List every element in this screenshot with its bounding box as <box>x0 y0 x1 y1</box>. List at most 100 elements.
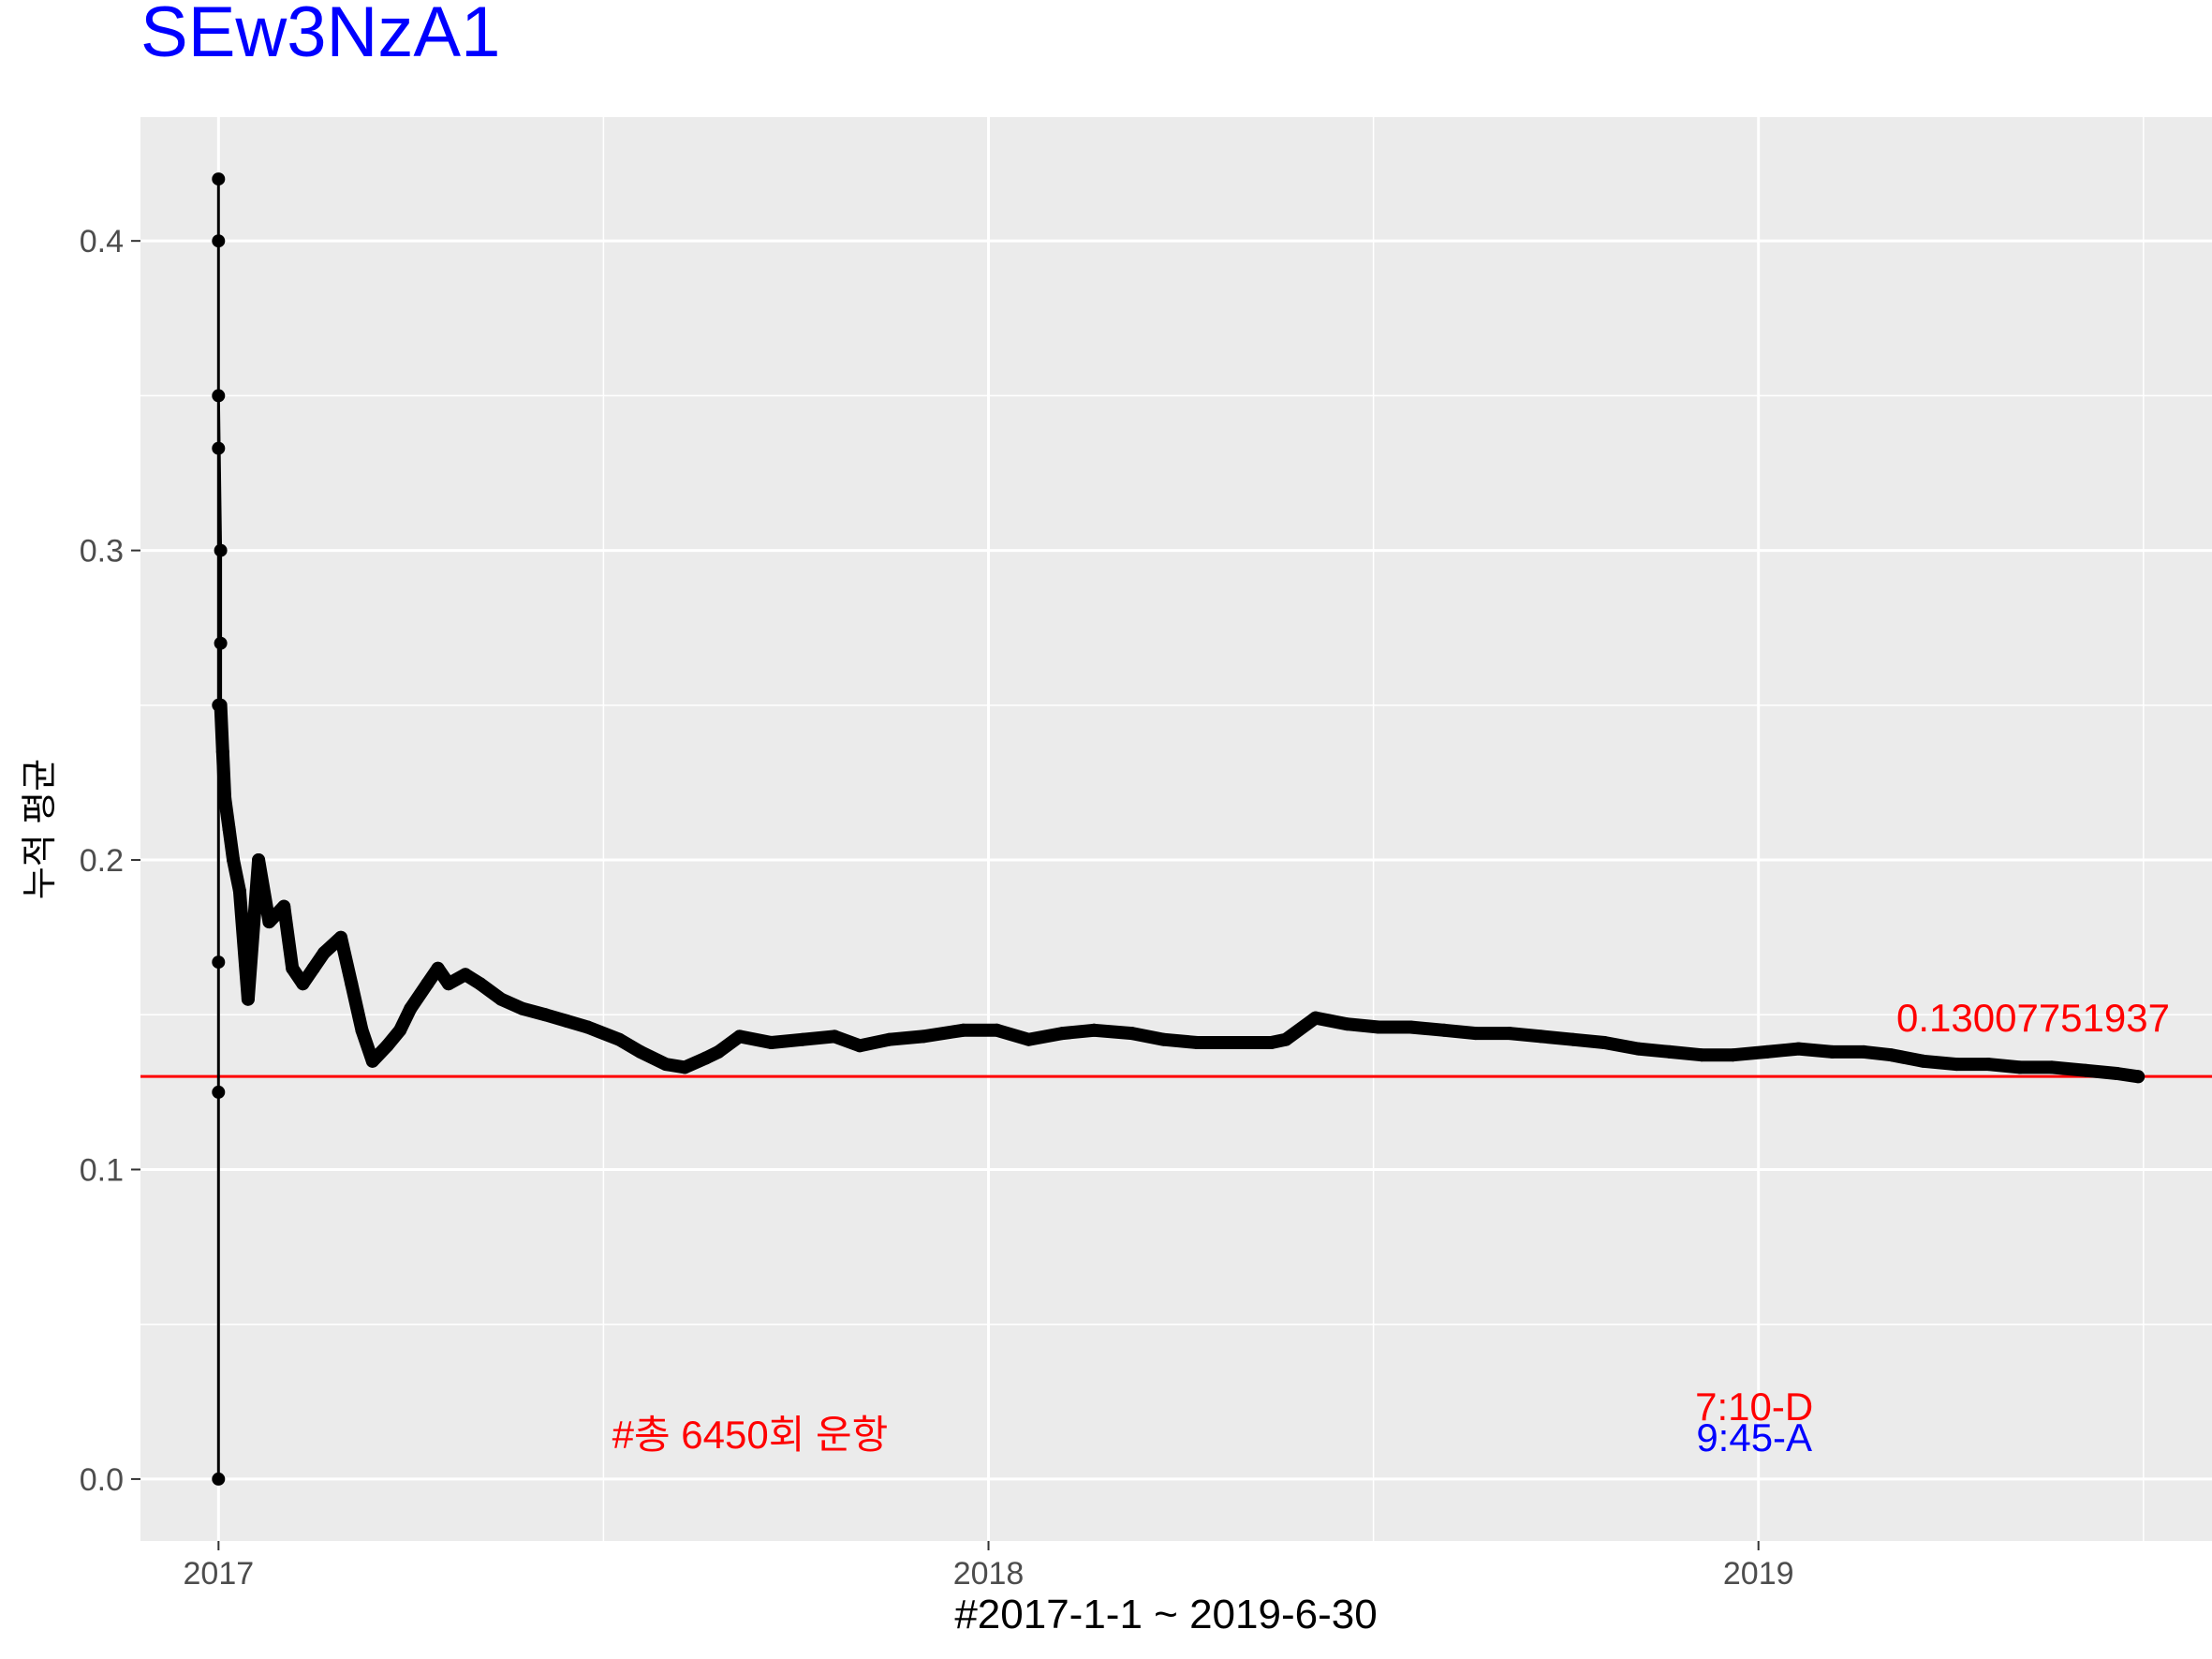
reference-line-label: 0.13007751937 <box>1896 996 2170 1040</box>
series-point <box>458 968 472 982</box>
series-point <box>1566 1032 1580 1046</box>
series-point <box>828 1029 842 1044</box>
series-point <box>1308 1011 1322 1025</box>
series-point <box>1857 1044 1871 1059</box>
series-point <box>227 853 241 867</box>
series-point <box>538 1008 553 1022</box>
series-point <box>1726 1048 1740 1062</box>
series-point <box>764 1036 778 1049</box>
y-tick-label: 0.2 <box>80 843 124 879</box>
y-tick-label: 0.3 <box>80 534 124 570</box>
series-point <box>1372 1020 1386 1034</box>
series-point <box>393 1023 407 1037</box>
series-point <box>853 1039 867 1053</box>
series-point <box>277 899 291 913</box>
series-point <box>678 1060 692 1074</box>
annotation-label: #총 6450회 운항 <box>612 1413 889 1457</box>
series-point <box>404 1001 418 1015</box>
series-point <box>1502 1027 1516 1041</box>
x-tick-label: 2017 <box>184 1556 255 1592</box>
y-tick-label: 0.1 <box>80 1152 124 1188</box>
plot-panel <box>140 117 2212 1541</box>
series-point <box>1982 1058 1996 1072</box>
series-point <box>218 792 232 805</box>
series-point <box>222 822 236 836</box>
series-point <box>2131 1070 2146 1084</box>
minor-grid <box>140 117 2212 1541</box>
series-point <box>355 1023 369 1037</box>
series-point <box>431 961 445 975</box>
x-tick-label: 2018 <box>953 1556 1025 1592</box>
series-point <box>612 1032 627 1046</box>
annotation-layer: #총 6450회 운항 7:10-D9:45-A <box>612 1385 1814 1459</box>
major-grid <box>140 117 2212 1541</box>
series-point <box>956 1023 970 1037</box>
series-point <box>1598 1036 1612 1049</box>
series-point <box>212 441 226 455</box>
annotation-label: 9:45-A <box>1696 1415 1812 1459</box>
series-point <box>1125 1027 1139 1041</box>
series-point <box>334 930 347 944</box>
reference-line-layer: 0.13007751937 <box>140 996 2212 1078</box>
series-point <box>732 1029 746 1044</box>
series-point <box>212 389 226 403</box>
series-point <box>1534 1029 1548 1044</box>
series-point <box>1760 1044 1774 1059</box>
series-point <box>215 745 229 759</box>
series-point <box>1055 1027 1069 1041</box>
series-point <box>252 853 266 867</box>
series-layer <box>212 172 2146 1486</box>
series-point <box>2110 1067 2124 1080</box>
series-point <box>916 1029 930 1044</box>
series-point <box>2044 1060 2058 1074</box>
annotation-label: 7:10-D <box>1695 1385 1813 1429</box>
series-point <box>214 636 228 650</box>
series-point <box>712 1044 726 1059</box>
series-point <box>1404 1020 1417 1034</box>
series-point <box>494 992 509 1006</box>
series-point <box>286 961 300 975</box>
series-point <box>2013 1060 2027 1074</box>
y-tick-label: 0.4 <box>80 224 124 259</box>
series-point <box>317 946 331 960</box>
series-point <box>1264 1036 1278 1049</box>
series-point <box>214 543 228 557</box>
series-point <box>2078 1063 2092 1077</box>
series-point <box>212 955 226 970</box>
series-point <box>441 977 455 991</box>
x-axis-label: #2017-1-1 ~ 2019-6-30 <box>954 1592 1377 1637</box>
series-point <box>212 234 226 248</box>
series-point <box>1157 1032 1171 1046</box>
series-point <box>1190 1036 1204 1049</box>
series-point <box>1792 1042 1806 1056</box>
series-point <box>420 977 435 991</box>
series-point <box>262 915 276 929</box>
series-point <box>345 977 359 991</box>
series-dense-band <box>214 698 2146 1084</box>
series-point <box>1825 1044 1839 1059</box>
series-point <box>212 1472 226 1486</box>
series-point <box>1222 1036 1236 1049</box>
series-point <box>212 172 226 186</box>
series-point <box>699 1051 713 1065</box>
series-point <box>658 1058 672 1072</box>
x-tick-label: 2019 <box>1723 1556 1794 1592</box>
series-point <box>1950 1058 1964 1072</box>
series-point <box>1884 1048 1898 1062</box>
series-point <box>212 1085 226 1099</box>
series-point <box>1340 1017 1354 1031</box>
series-point <box>214 698 228 712</box>
series-point <box>306 961 320 975</box>
series-point <box>990 1023 1004 1037</box>
chart-title: SEw3NzA1 <box>140 0 500 72</box>
axes: 0.0 0.1 0.2 0.3 0.4 2017 2018 2019 <box>80 224 1794 1592</box>
series-point <box>560 1014 573 1028</box>
series-point <box>882 1032 896 1046</box>
series-point <box>1438 1023 1452 1037</box>
series-point <box>1022 1032 1036 1046</box>
series-point <box>515 1001 529 1015</box>
series-point <box>1631 1042 1645 1056</box>
series-point <box>232 884 246 898</box>
series-point <box>296 977 310 991</box>
